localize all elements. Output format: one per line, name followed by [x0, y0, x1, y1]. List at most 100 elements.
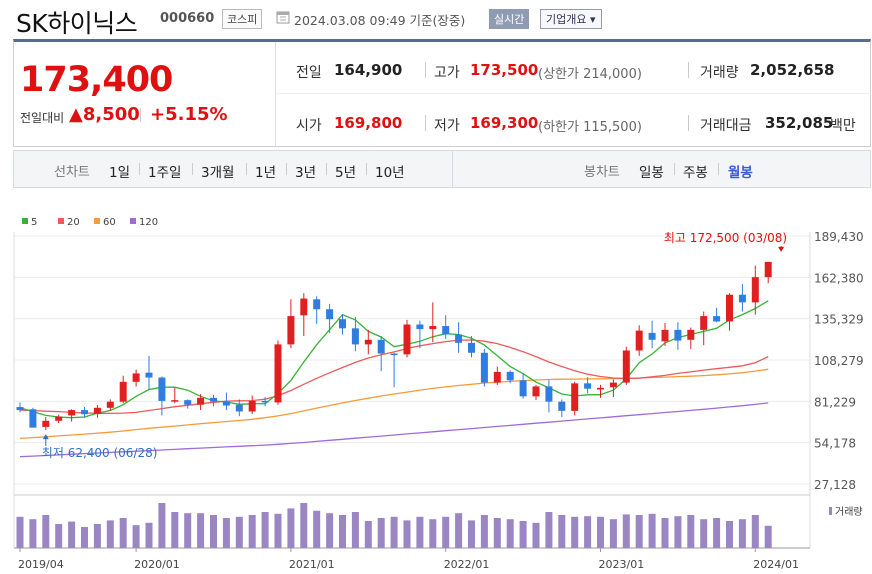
volume-bar	[480, 515, 488, 548]
period-divider	[286, 163, 287, 175]
candle-body	[171, 400, 179, 402]
volume-label: 거래량	[700, 65, 739, 81]
high-value: 173,500	[470, 61, 539, 79]
volume-bar	[106, 520, 114, 548]
high-annotation: 최고 172,500 (03/08)	[664, 231, 787, 245]
low-arrow-head	[42, 434, 49, 440]
legend-label-5: 5	[31, 217, 37, 228]
candle-body	[648, 332, 656, 340]
candle-body	[713, 316, 721, 322]
volume-bar	[403, 520, 411, 548]
period-1d[interactable]: 1일	[109, 165, 131, 181]
period-1y[interactable]: 1년	[255, 165, 277, 181]
candle-body	[764, 261, 772, 278]
x-tick-label: 2022/01	[444, 558, 490, 571]
candle-body	[442, 326, 450, 335]
change-label: 전일대비	[20, 111, 65, 125]
candle-body	[132, 373, 140, 382]
candle-body	[210, 397, 217, 402]
legend-label-120: 120	[139, 217, 158, 228]
volume-bar	[622, 514, 630, 548]
period-3y[interactable]: 3년	[295, 165, 317, 181]
period-5y[interactable]: 5년	[335, 165, 357, 181]
candle-body	[364, 339, 372, 345]
volume-bar	[764, 525, 772, 548]
candle-body	[738, 294, 746, 303]
period-3m[interactable]: 3개월	[201, 165, 235, 181]
volume-bar	[132, 525, 140, 548]
volume-bar	[455, 513, 463, 548]
candle-body	[674, 329, 682, 341]
volume-bar	[571, 516, 579, 548]
volume-bar	[16, 516, 24, 548]
candle-body	[597, 387, 604, 390]
x-tick-label: 2024/01	[753, 558, 799, 571]
candle-body	[480, 352, 488, 383]
company-name: SK하이닉스	[16, 9, 138, 38]
candle-body	[29, 409, 37, 428]
volume-bar	[300, 503, 308, 548]
ma-line-ma20	[19, 339, 769, 415]
x-tick-label: 2023/01	[599, 558, 645, 571]
ma-line-ma120	[19, 402, 769, 458]
volume-bar	[222, 518, 230, 548]
candle-body	[751, 277, 759, 303]
volume-bar	[506, 519, 514, 548]
candle-body	[300, 298, 308, 316]
candle-body	[726, 294, 733, 322]
candle-body	[558, 401, 566, 411]
period-divider	[246, 163, 247, 175]
change-amount: ▲8,500	[69, 104, 140, 125]
candle-weekly[interactable]: 주봉	[683, 165, 708, 181]
volume-bar	[674, 516, 682, 548]
volume-bar	[738, 519, 746, 548]
volume-bar	[648, 513, 656, 548]
company-info-dropdown[interactable]: 기업개요 ▾	[540, 9, 602, 29]
amount-label: 거래대금	[700, 118, 752, 134]
y-tick-label: 27,128	[814, 478, 856, 492]
x-tick-label: 2021/01	[289, 558, 335, 571]
realtime-button[interactable]: 실시간	[489, 9, 530, 29]
legend-swatch-5	[22, 218, 28, 224]
candle-body	[16, 407, 24, 411]
legend-swatch-20	[58, 218, 64, 224]
y-tick-label: 54,178	[814, 437, 856, 451]
period-10y[interactable]: 10년	[375, 165, 405, 181]
candle-body	[493, 371, 501, 383]
candle-body	[106, 401, 114, 408]
candle-body	[519, 380, 527, 397]
volume-bar	[119, 518, 127, 548]
candle-body	[468, 342, 475, 353]
prev-close-value: 164,900	[334, 61, 403, 79]
candle-body	[700, 316, 708, 330]
stock-chart: 5 20 60 120 189,430 162,380 135,329 108,279 81,2…	[13, 217, 864, 571]
candle-body	[661, 329, 669, 342]
period-divider	[192, 163, 193, 175]
volume-bar	[429, 519, 437, 548]
candle-body	[274, 344, 282, 403]
volume-bar	[158, 503, 166, 548]
volume-bar	[145, 522, 153, 548]
candle-body	[687, 329, 695, 340]
candle-body	[158, 377, 166, 401]
amount-unit: 백만	[830, 118, 856, 134]
volume-bar	[248, 515, 256, 548]
change-percent: +5.15%	[150, 104, 228, 125]
legend-label-60: 60	[103, 217, 116, 228]
volume-bar	[29, 519, 37, 548]
volume-bar	[274, 513, 282, 548]
candle-body	[184, 400, 192, 405]
candle-body	[390, 353, 398, 356]
candle-monthly[interactable]: 월봉	[728, 165, 753, 181]
period-1w[interactable]: 1주일	[148, 165, 182, 181]
candle-body	[403, 324, 411, 355]
prev-close-label: 전일	[296, 65, 322, 81]
candle-daily[interactable]: 일봉	[639, 165, 664, 181]
y-tick-label: 189,430	[814, 230, 864, 244]
candle-body	[609, 382, 617, 388]
y-tick-label: 135,329	[814, 313, 864, 327]
lower-limit: (하한가 115,500)	[538, 120, 642, 135]
volume-bar	[235, 516, 243, 548]
candle-body	[313, 299, 321, 310]
y-tick-label: 81,229	[814, 395, 856, 409]
